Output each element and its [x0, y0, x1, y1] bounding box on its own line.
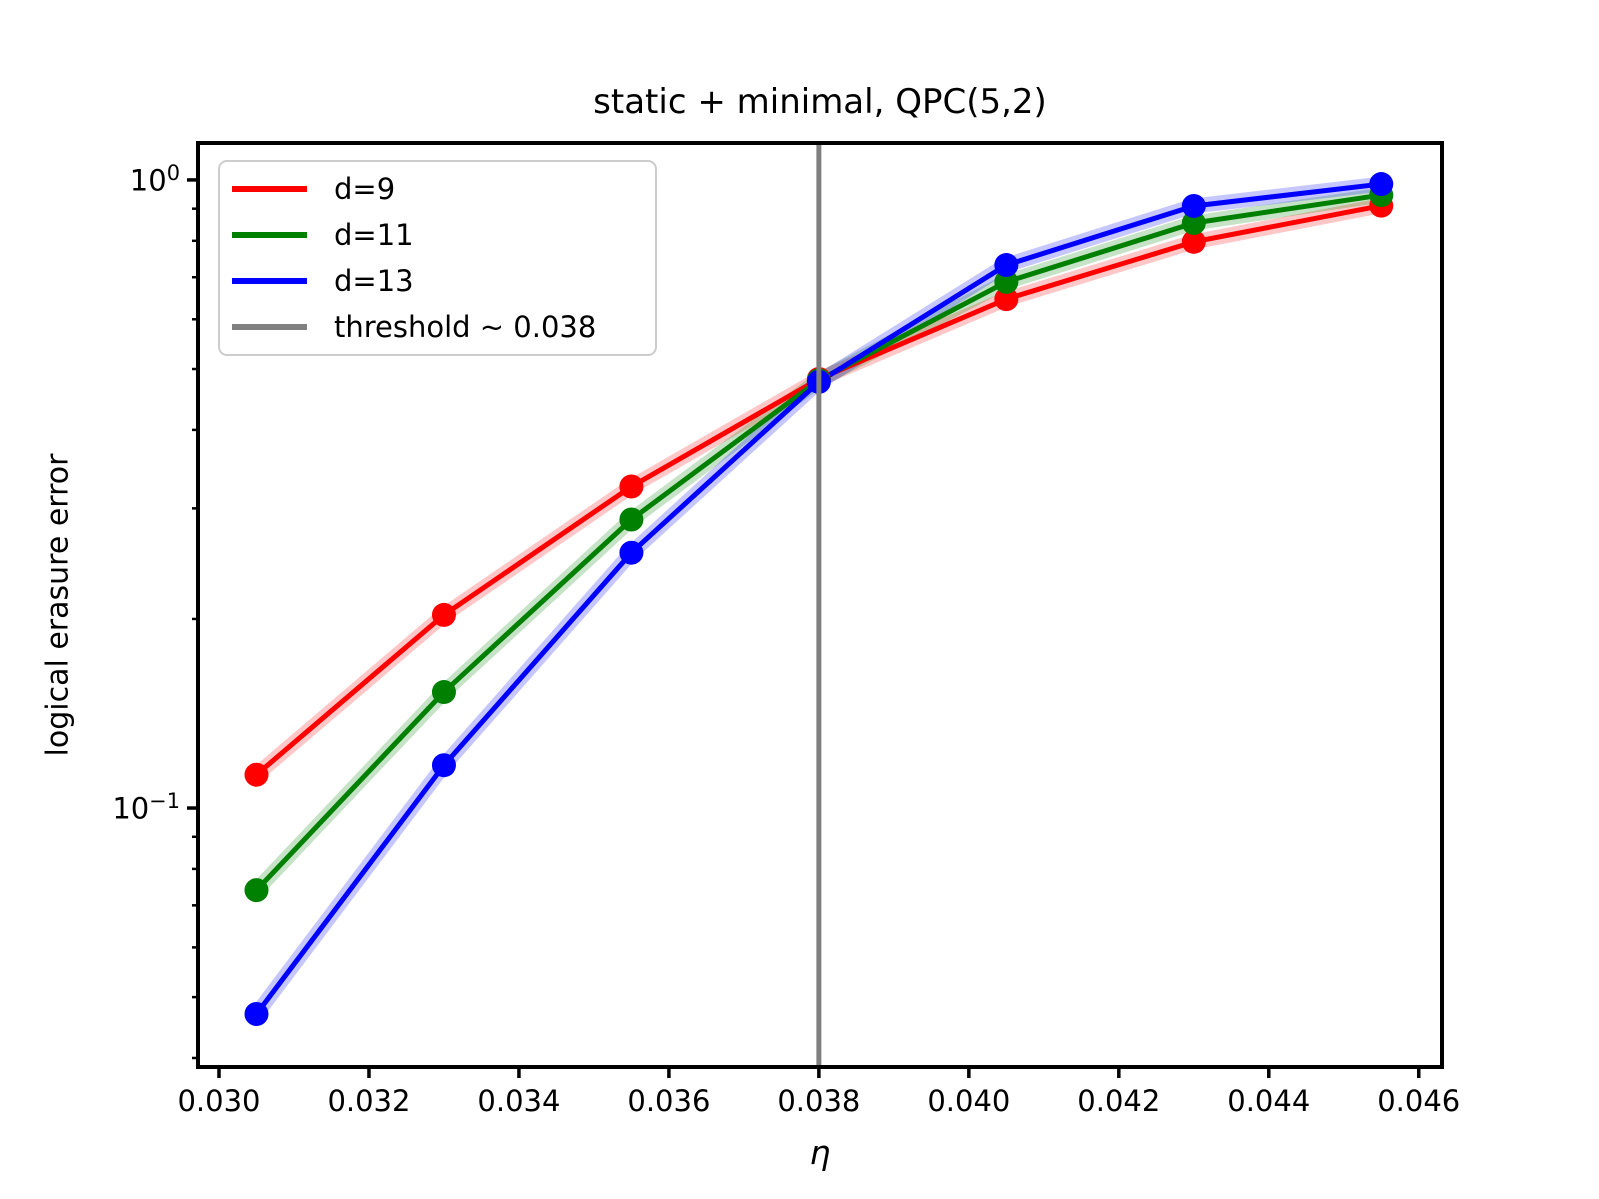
data-point-d=11 — [994, 269, 1019, 294]
legend-swatch-d11 — [232, 232, 307, 238]
data-point-d=9 — [244, 762, 269, 787]
legend-item-d13: d=13 — [232, 258, 655, 304]
data-point-d=11 — [244, 878, 269, 903]
data-point-d=11 — [431, 680, 456, 705]
data-point-d=13 — [994, 253, 1019, 278]
data-point-d=11 — [1181, 210, 1206, 235]
legend-label-d9: d=9 — [334, 171, 396, 206]
x-tick-label: 0.038 — [777, 1084, 861, 1118]
x-tick-label: 0.030 — [177, 1084, 261, 1118]
data-point-d=13 — [1181, 193, 1206, 218]
x-tick-label: 0.046 — [1377, 1084, 1461, 1118]
y-tick-label: 10−1 — [112, 788, 180, 826]
data-point-d=9 — [1181, 229, 1206, 254]
data-point-d=13 — [244, 1001, 269, 1026]
data-point-d=13 — [1369, 172, 1394, 197]
legend: d=9 d=11 d=13 threshold ~ 0.038 — [218, 160, 657, 356]
legend-label-threshold: threshold ~ 0.038 — [334, 309, 597, 344]
legend-swatch-d9 — [232, 186, 307, 192]
legend-item-d9: d=9 — [232, 166, 655, 212]
chart-title: static + minimal, QPC(5,2) — [593, 82, 1047, 122]
data-point-d=9 — [431, 602, 456, 627]
x-tick-label: 0.034 — [477, 1084, 561, 1118]
data-point-d=13 — [431, 753, 456, 778]
x-axis-label: η — [809, 1133, 831, 1172]
data-point-d=9 — [619, 474, 644, 499]
legend-swatch-threshold — [232, 324, 307, 330]
legend-label-d13: d=13 — [334, 263, 414, 298]
x-tick-label: 0.044 — [1227, 1084, 1311, 1118]
plot-spines — [196, 141, 1444, 1069]
legend-item-threshold: threshold ~ 0.038 — [232, 304, 655, 350]
data-point-d=11 — [619, 507, 644, 532]
legend-label-d11: d=11 — [334, 217, 414, 252]
plot-frame — [196, 141, 1444, 1069]
x-tick-label: 0.036 — [627, 1084, 711, 1118]
x-tick-label: 0.032 — [327, 1084, 411, 1118]
legend-swatch-d13 — [232, 278, 307, 284]
data-point-d=9 — [994, 287, 1019, 312]
legend-item-d11: d=11 — [232, 212, 655, 258]
data-point-d=13 — [619, 540, 644, 565]
x-tick-label: 0.042 — [1077, 1084, 1161, 1118]
y-axis-label: logical erasure error — [40, 453, 76, 757]
x-tick-label: 0.040 — [927, 1084, 1011, 1118]
y-tick-label: 100 — [129, 160, 180, 198]
